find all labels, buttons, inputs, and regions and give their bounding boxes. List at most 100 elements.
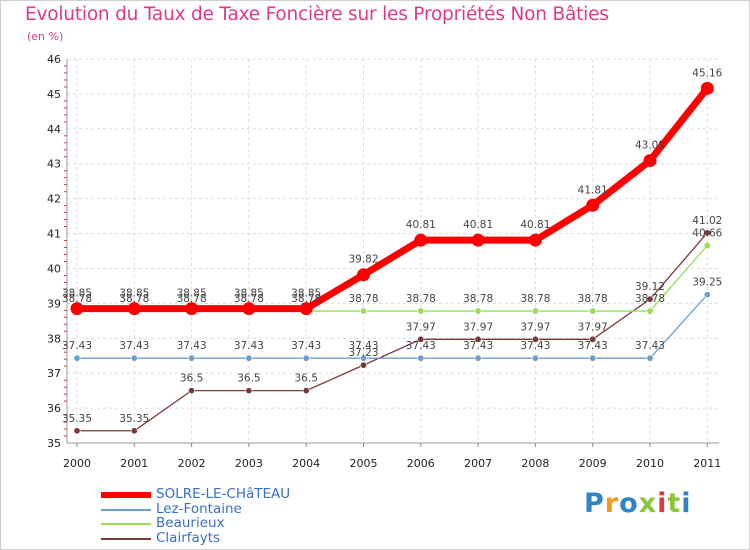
data-point [474,335,482,343]
data-label: 37.43 [348,340,378,352]
chart-title: Evolution du Taux de Taxe Foncière sur l… [25,4,609,25]
data-label: 39.82 [348,254,378,266]
logo-letter: P [584,488,605,519]
data-label: 37.97 [463,321,493,333]
data-point [414,233,428,247]
data-label: 37.43 [291,340,321,352]
data-point [188,354,196,362]
legend-swatch [101,508,151,511]
series-line-0 [73,84,711,313]
data-label: 37.43 [463,340,493,352]
y-tick-label: 44 [47,123,61,136]
data-label: 35.35 [119,413,149,425]
proxiti-logo: Proxiti [584,488,692,519]
data-label: 37.43 [234,340,264,352]
data-label: 38.78 [62,293,92,305]
data-point [127,302,141,316]
data-point [359,307,367,315]
data-label: 38.78 [348,293,378,305]
y-tick-label: 35 [47,437,61,450]
data-point [245,354,253,362]
data-label: 38.85 [234,288,264,300]
x-tick-label: 2006 [407,457,435,470]
legend-label: SOLRE-LE-CHâTEAU [156,486,291,502]
logo-letter: t [667,488,682,519]
data-point [646,354,654,362]
x-tick-label: 2004 [292,457,320,470]
data-label: 40.81 [463,219,493,231]
data-label: 36.5 [295,373,318,385]
data-point [302,387,310,395]
x-tick-label: 2003 [235,457,263,470]
data-point [646,307,654,315]
data-label: 45.16 [692,67,722,79]
data-label: 38.85 [291,288,321,300]
grid [67,58,719,444]
x-tick-label: 2008 [521,457,549,470]
data-label: 38.78 [177,293,207,305]
data-label: 37.43 [578,340,608,352]
data-label: 39.25 [692,277,722,289]
series-line-3 [76,232,708,432]
data-label: 37.23 [348,347,378,359]
data-label: 37.97 [520,321,550,333]
data-point [359,361,367,369]
data-point [531,307,539,315]
x-tick-label: 2009 [579,457,607,470]
data-point [242,302,256,316]
data-label: 38.85 [119,288,149,300]
data-point [471,233,485,247]
data-point [130,354,138,362]
x-tick-label: 2005 [350,457,378,470]
x-tick-label: 2011 [693,457,721,470]
data-point [703,241,711,249]
chart-subtitle: (en %) [27,30,64,43]
data-label: 38.78 [119,293,149,305]
data-label: 38.85 [62,288,92,300]
series-markers [70,81,714,435]
logo-letter: i [657,488,668,519]
data-point [359,354,367,362]
data-label: 37.43 [635,340,665,352]
data-label: 41.02 [692,215,722,227]
data-point [417,354,425,362]
data-point [130,427,138,435]
data-point [417,335,425,343]
data-point [73,354,81,362]
data-label: 38.78 [578,293,608,305]
data-label: 38.78 [463,293,493,305]
data-point [474,354,482,362]
legend-label: Beaurieux [156,515,225,531]
logo-letter: o [619,488,639,519]
data-label: 38.78 [520,293,550,305]
x-tick-label: 2007 [464,457,492,470]
data-point [703,291,711,299]
data-point [188,387,196,395]
data-point [531,354,539,362]
data-label: 40.81 [406,219,436,231]
y-tick-label: 43 [47,158,61,171]
y-tick-label: 39 [47,297,61,310]
data-label: 36.5 [180,373,203,385]
x-tick-label: 2010 [636,457,664,470]
legend-label: Lez-Fontaine [156,500,242,517]
logo-letter: x [638,488,658,519]
data-point [73,427,81,435]
y-tick-label: 41 [47,228,61,241]
data-label: 41.81 [578,184,608,196]
y-tick-label: 45 [47,88,61,101]
legend-swatch [101,537,151,540]
data-label: 37.97 [578,321,608,333]
data-point [417,307,425,315]
data-label: 37.43 [520,340,550,352]
data-label: 38.78 [291,293,321,305]
y-tick-label: 36 [47,402,61,415]
data-labels: 38.85 38.85 38.85 38.85 38.85 39.82 40.81 40.81… [62,67,723,424]
data-point [299,302,313,316]
series-line-1 [76,293,708,359]
data-point [528,233,542,247]
data-label: 37.43 [406,340,436,352]
line-chart: 35 36 37 38 39 40 41 42 43 44 45 46 2000 2001 2002 2003… [47,53,723,470]
data-point [70,302,84,316]
